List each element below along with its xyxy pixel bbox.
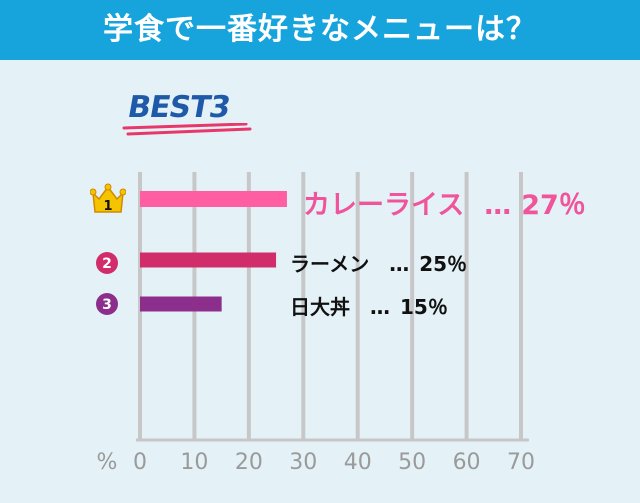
x-axis-label: % xyxy=(97,450,118,475)
bar-3 xyxy=(140,296,222,312)
x-tick-label: 10 xyxy=(180,450,208,475)
x-tick-label: 50 xyxy=(398,450,426,475)
category-name: ラーメン xyxy=(290,252,370,276)
rank-3-number: 3 xyxy=(102,297,112,313)
circle-number-2-icon: 2 xyxy=(96,252,118,274)
ellipsis: … xyxy=(484,190,512,221)
circle-number-3-icon: 3 xyxy=(96,293,118,315)
percent-value: 25％ xyxy=(419,252,468,276)
ellipsis: … xyxy=(389,252,410,276)
x-tick-label: 70 xyxy=(507,450,535,475)
x-tick-label: 30 xyxy=(289,450,317,475)
x-tick-label: 40 xyxy=(344,450,372,475)
x-tick-label: 60 xyxy=(453,450,481,475)
best3-underline xyxy=(122,123,252,136)
crown-icon: 1 xyxy=(90,183,126,214)
category-name: 日大丼 xyxy=(290,295,350,319)
page-title: 学食で一番好きなメニューは？ xyxy=(103,12,537,47)
bar-2 xyxy=(140,252,277,268)
bar-label-curry-rice: カレーライス … 27％ xyxy=(303,183,586,222)
percent-value: 27％ xyxy=(521,190,586,221)
percent-value: 15％ xyxy=(400,295,448,319)
x-tick-label: 0 xyxy=(133,450,147,475)
category-name: カレーライス xyxy=(303,190,465,221)
bar-1 xyxy=(140,191,287,207)
rank-2-number: 2 xyxy=(102,256,112,272)
rank-1-number: 1 xyxy=(103,199,112,214)
x-tick-label: 20 xyxy=(235,450,263,475)
bar-label-ramen: ラーメン … 25％ xyxy=(290,248,467,277)
header-bar xyxy=(0,0,640,60)
ellipsis: … xyxy=(370,295,390,319)
bar-label-nichidai-don: 日大丼 … 15％ xyxy=(290,291,448,320)
